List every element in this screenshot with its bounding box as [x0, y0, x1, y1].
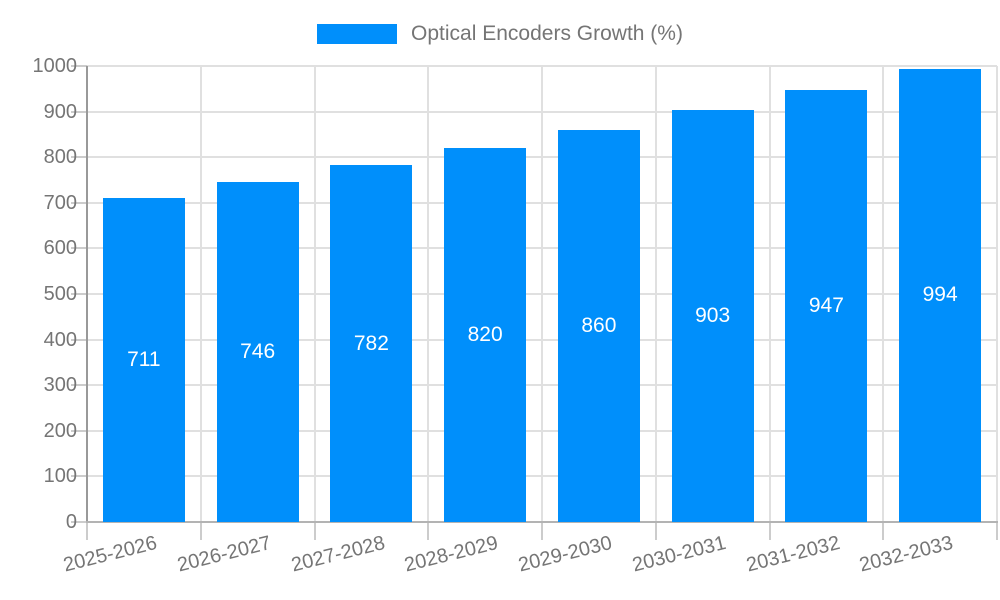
gridline-vertical: [541, 66, 543, 522]
x-axis-tick: [996, 522, 998, 540]
y-axis-label: 1000: [32, 55, 78, 77]
y-axis-tick: [71, 201, 87, 204]
legend-swatch: [317, 24, 398, 44]
y-axis-label: 300: [43, 374, 77, 397]
bar-value-label: 994: [922, 283, 958, 307]
x-axis-label: 2027-2028: [288, 531, 387, 577]
y-axis-tick: [71, 429, 87, 432]
y-axis-label: 800: [43, 146, 77, 169]
gridline-vertical: [313, 66, 316, 522]
legend-label: Optical Encoders Growth (%): [411, 22, 683, 45]
y-axis-label: 700: [43, 191, 77, 214]
gridline-vertical: [654, 66, 657, 522]
x-axis-tick: [541, 522, 543, 540]
x-axis-label: 2032-2033: [857, 531, 956, 577]
gridline-vertical: [996, 66, 998, 522]
y-axis-label: 400: [43, 328, 77, 351]
gridline-vertical: [199, 66, 202, 522]
x-axis-line: [86, 521, 998, 523]
x-axis-label: 2030-2031: [630, 531, 729, 577]
gridline-vertical: [427, 66, 430, 522]
y-axis-line: [86, 66, 88, 522]
bar[interactable]: 860: [557, 129, 640, 522]
y-axis-label: 100: [43, 465, 77, 488]
y-axis-tick: [71, 156, 87, 159]
x-axis-label: 2031-2032: [743, 531, 842, 577]
y-axis-label: 0: [65, 511, 77, 533]
y-axis-label: 600: [43, 237, 77, 260]
bar[interactable]: 746: [216, 181, 299, 522]
x-axis-label: 2029-2030: [516, 531, 615, 577]
x-axis-tick: [768, 522, 771, 540]
bar-value-label: 711: [127, 347, 161, 371]
x-axis-tick: [86, 522, 88, 540]
x-axis-tick: [882, 522, 885, 540]
bar-value-label: 860: [581, 313, 617, 337]
bar-value-label: 947: [808, 294, 844, 318]
y-axis-tick: [71, 384, 87, 387]
bar[interactable]: 947: [785, 90, 868, 522]
y-axis-label: 500: [43, 283, 77, 305]
y-axis-tick: [71, 65, 87, 67]
x-axis-label: 2025-2026: [61, 531, 160, 577]
x-axis-tick: [654, 522, 657, 540]
gridline-vertical: [768, 66, 771, 522]
bar[interactable]: 820: [444, 148, 527, 522]
y-axis-tick: [71, 110, 87, 113]
bar-value-label: 782: [353, 331, 389, 355]
bar-value-label: 903: [695, 304, 731, 328]
x-axis-label: 2026-2027: [175, 531, 274, 577]
x-axis-tick: [313, 522, 316, 540]
y-axis-label: 200: [43, 419, 77, 442]
x-axis-tick: [199, 522, 202, 540]
y-axis-tick: [71, 475, 87, 478]
bar[interactable]: 903: [671, 110, 754, 522]
bar[interactable]: 994: [899, 68, 982, 522]
y-axis-tick: [71, 247, 87, 250]
x-axis-tick: [427, 522, 430, 540]
bar-value-label: 820: [467, 323, 503, 347]
gridline-vertical: [882, 66, 885, 522]
x-axis-label: 2028-2029: [402, 531, 501, 577]
y-axis-tick: [71, 293, 87, 295]
y-axis-label: 900: [43, 100, 77, 123]
y-axis-tick: [71, 338, 87, 341]
bar-value-label: 746: [240, 339, 276, 363]
bar[interactable]: 711: [102, 197, 185, 522]
chart-legend[interactable]: Optical Encoders Growth (%): [0, 22, 1000, 46]
bar[interactable]: 782: [330, 165, 413, 522]
y-axis-tick: [71, 521, 87, 523]
